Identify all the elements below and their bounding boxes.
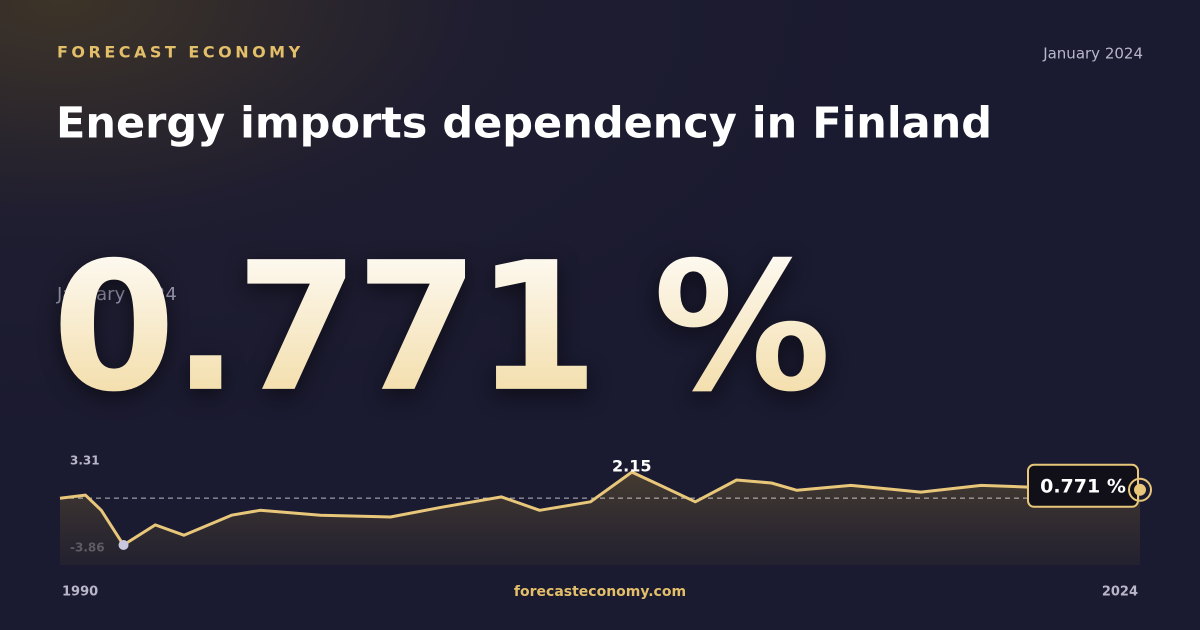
area bbox=[60, 472, 1140, 565]
y-tick-label: 3.31 bbox=[70, 454, 100, 468]
end-ring bbox=[1128, 477, 1152, 502]
value-label: 2.15 bbox=[612, 457, 651, 476]
x-tick-label: 2024 bbox=[1102, 585, 1138, 600]
date: January 2024 bbox=[1042, 45, 1143, 63]
line bbox=[59, 470, 1141, 547]
title: Energy imports dependency in Finland bbox=[56, 99, 992, 149]
end-dot bbox=[1134, 483, 1146, 496]
headline-value: 0.771 % bbox=[52, 224, 827, 431]
footer-link: forecasteconomy.com bbox=[514, 584, 686, 600]
brand: FORECAST ECONOMY bbox=[57, 43, 304, 62]
value-label: 0.771 % bbox=[1040, 475, 1126, 497]
x-tick-label: 1990 bbox=[62, 585, 98, 600]
headline-subtitle: January 2024 bbox=[56, 284, 177, 305]
min-dot bbox=[118, 540, 129, 550]
